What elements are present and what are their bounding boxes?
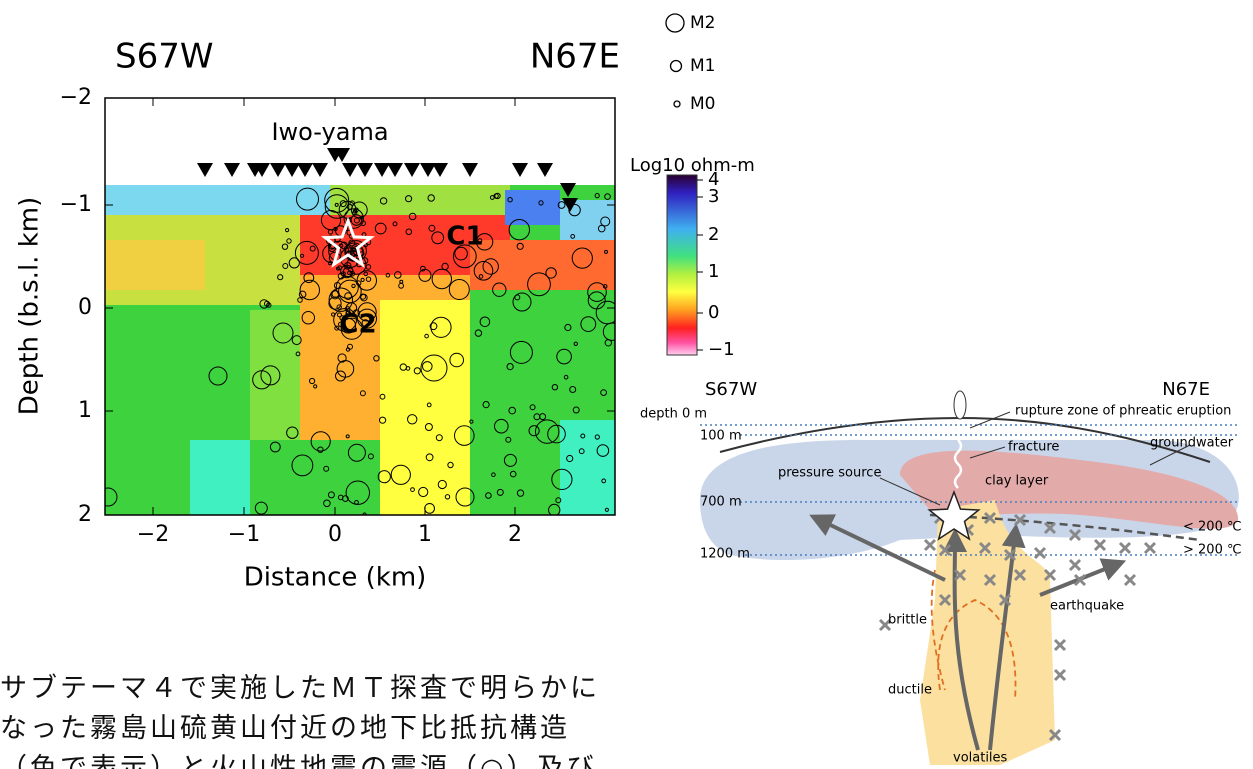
station xyxy=(357,163,373,177)
direction-right: N67E xyxy=(530,37,620,77)
station xyxy=(297,163,313,177)
depth-label: depth 0 m xyxy=(640,407,707,422)
legend: M2 M1 M0 xyxy=(666,13,715,114)
station xyxy=(537,163,553,177)
legend-marker xyxy=(671,61,682,72)
volcano-label: Iwo-yama xyxy=(271,118,388,146)
direction-left: S67W xyxy=(705,379,757,400)
x-tick-label: 2 xyxy=(508,522,522,547)
colorbar-tick-label: 3 xyxy=(708,186,719,207)
legend-label: M1 xyxy=(690,56,715,76)
x-tick-label: −2 xyxy=(137,522,169,547)
figure: S67W N67E Iwo-yama C1 C2 Depth (b.s.l. k… xyxy=(0,0,1253,769)
legend-marker xyxy=(674,101,680,107)
colorbar-tick-label: −1 xyxy=(708,339,735,360)
colorbar-title: Log10 ohm-m xyxy=(630,155,755,176)
depth-label: 100 m xyxy=(700,429,742,444)
y-tick-label: 1 xyxy=(78,398,92,423)
station xyxy=(374,163,390,177)
station xyxy=(224,163,240,177)
schematic-label: < 200 ℃ xyxy=(1183,520,1242,535)
schematic-label: fracture xyxy=(1008,440,1059,455)
y-tick-label: 0 xyxy=(78,295,92,320)
c1-label: C1 xyxy=(446,222,483,252)
caption-line: なった霧島山硫黄山付近の地下比抵抗構造 xyxy=(0,706,570,745)
earthquake-mark xyxy=(1070,560,1080,570)
earthquake-mark xyxy=(925,540,935,550)
colorbar-tick-label: 0 xyxy=(708,302,719,323)
schematic-label: rupture zone of phreatic eruption xyxy=(1015,404,1231,419)
y-tick-label: 2 xyxy=(78,502,92,527)
station xyxy=(404,163,420,177)
caption-line: （色で表示）と火山性地震の震源（○）及び xyxy=(0,746,597,769)
direction-left: S67W xyxy=(115,37,213,77)
direction-right: N67E xyxy=(1162,379,1210,400)
resistivity-section xyxy=(105,185,615,515)
schematic-label: brittle xyxy=(888,613,927,628)
page: S67W N67E Iwo-yama C1 C2 Depth (b.s.l. k… xyxy=(0,0,1253,769)
station xyxy=(432,163,448,177)
schematic-label: ductile xyxy=(888,683,932,698)
station xyxy=(197,163,213,177)
legend-label: M0 xyxy=(690,94,715,114)
x-tick-label: 1 xyxy=(418,522,432,547)
station xyxy=(387,163,403,177)
x-tick-label: −1 xyxy=(228,522,260,547)
schematic: S67W N67E depth 0 m 100 m 700 m 1200 m r… xyxy=(640,379,1242,766)
eruption-plume xyxy=(954,391,966,419)
caption-line: サブテーマ４で実施したＭＴ探査で明らかに xyxy=(0,666,600,705)
station xyxy=(312,163,328,177)
depth-label: 1200 m xyxy=(700,547,750,562)
station xyxy=(512,163,528,177)
depth-label: 700 m xyxy=(700,495,742,510)
earthquake-mark xyxy=(1145,543,1155,553)
colorbar xyxy=(667,175,697,355)
colorbar-tick-label: 1 xyxy=(708,261,719,282)
y-tick-label: −2 xyxy=(60,85,92,110)
earthquake-mark xyxy=(1055,640,1065,650)
x-axis-label: Distance (km) xyxy=(244,563,427,593)
earthquake-mark xyxy=(1055,670,1065,680)
earthquake-mark xyxy=(1125,575,1135,585)
station xyxy=(462,163,478,177)
schematic-label: volatiles xyxy=(953,751,1008,766)
earthquake-mark xyxy=(1035,548,1045,558)
earthquake-mark xyxy=(1095,540,1105,550)
station xyxy=(284,163,300,177)
legend-label: M2 xyxy=(690,13,715,33)
schematic-label: > 200 ℃ xyxy=(1183,543,1242,558)
schematic-label: groundwater xyxy=(1150,436,1234,451)
y-axis-label: Depth (b.s.l. km) xyxy=(15,197,45,415)
schematic-label: clay layer xyxy=(985,474,1049,489)
station xyxy=(270,163,286,177)
legend-marker xyxy=(666,14,684,32)
schematic-label: pressure source xyxy=(778,466,881,481)
c2-label: C2 xyxy=(339,310,376,340)
volatile-plume xyxy=(920,500,1055,765)
station xyxy=(342,163,358,177)
x-tick-label: 0 xyxy=(328,522,342,547)
y-tick-label: −1 xyxy=(60,192,92,217)
earthquake-mark xyxy=(1120,543,1130,553)
schematic-label: earthquake xyxy=(1050,599,1124,614)
colorbar-tick-label: 2 xyxy=(708,224,719,245)
